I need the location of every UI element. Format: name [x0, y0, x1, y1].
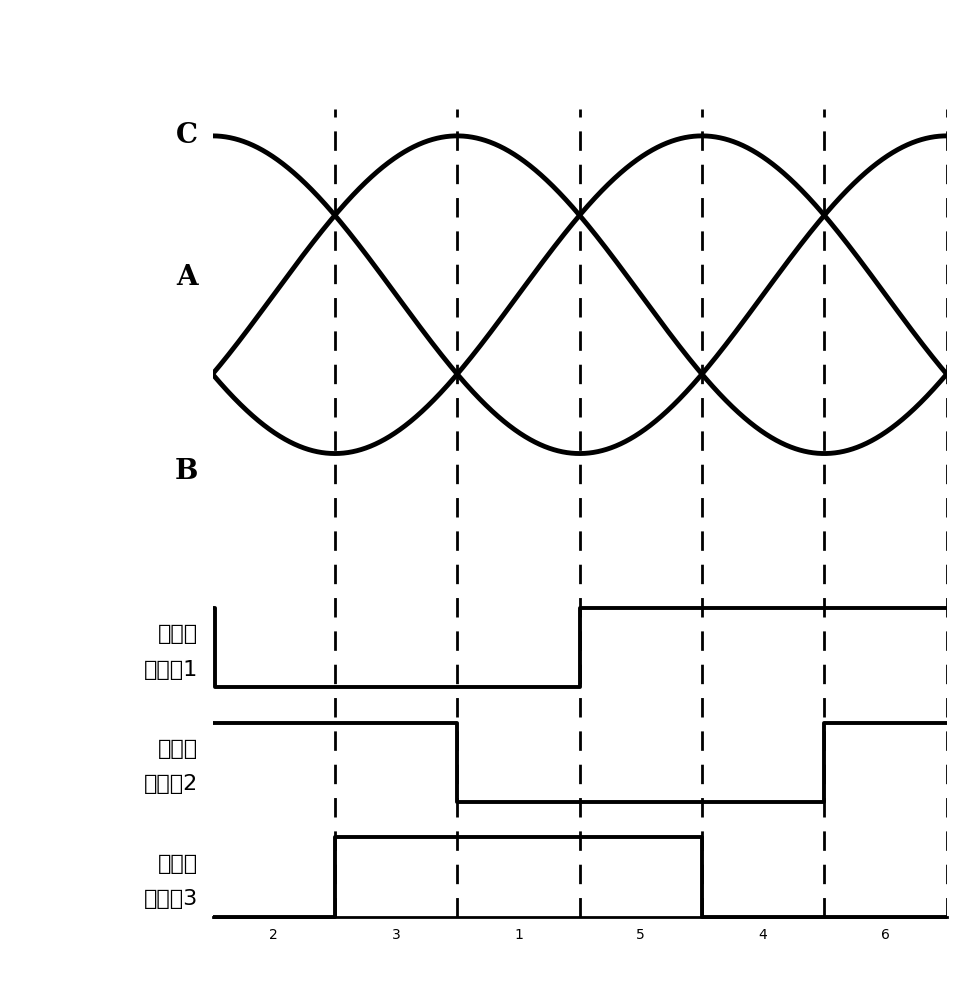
Text: B: B [175, 458, 198, 485]
Text: C: C [176, 122, 198, 149]
Text: 置信号2: 置信号2 [144, 774, 198, 794]
Text: 霍尔位: 霍尔位 [157, 624, 198, 644]
Text: 霍尔位: 霍尔位 [157, 854, 198, 874]
Text: 置信号3: 置信号3 [144, 889, 198, 909]
Text: 霍尔位: 霍尔位 [157, 739, 198, 759]
Text: 置信号1: 置信号1 [144, 660, 198, 680]
Text: A: A [176, 264, 198, 291]
